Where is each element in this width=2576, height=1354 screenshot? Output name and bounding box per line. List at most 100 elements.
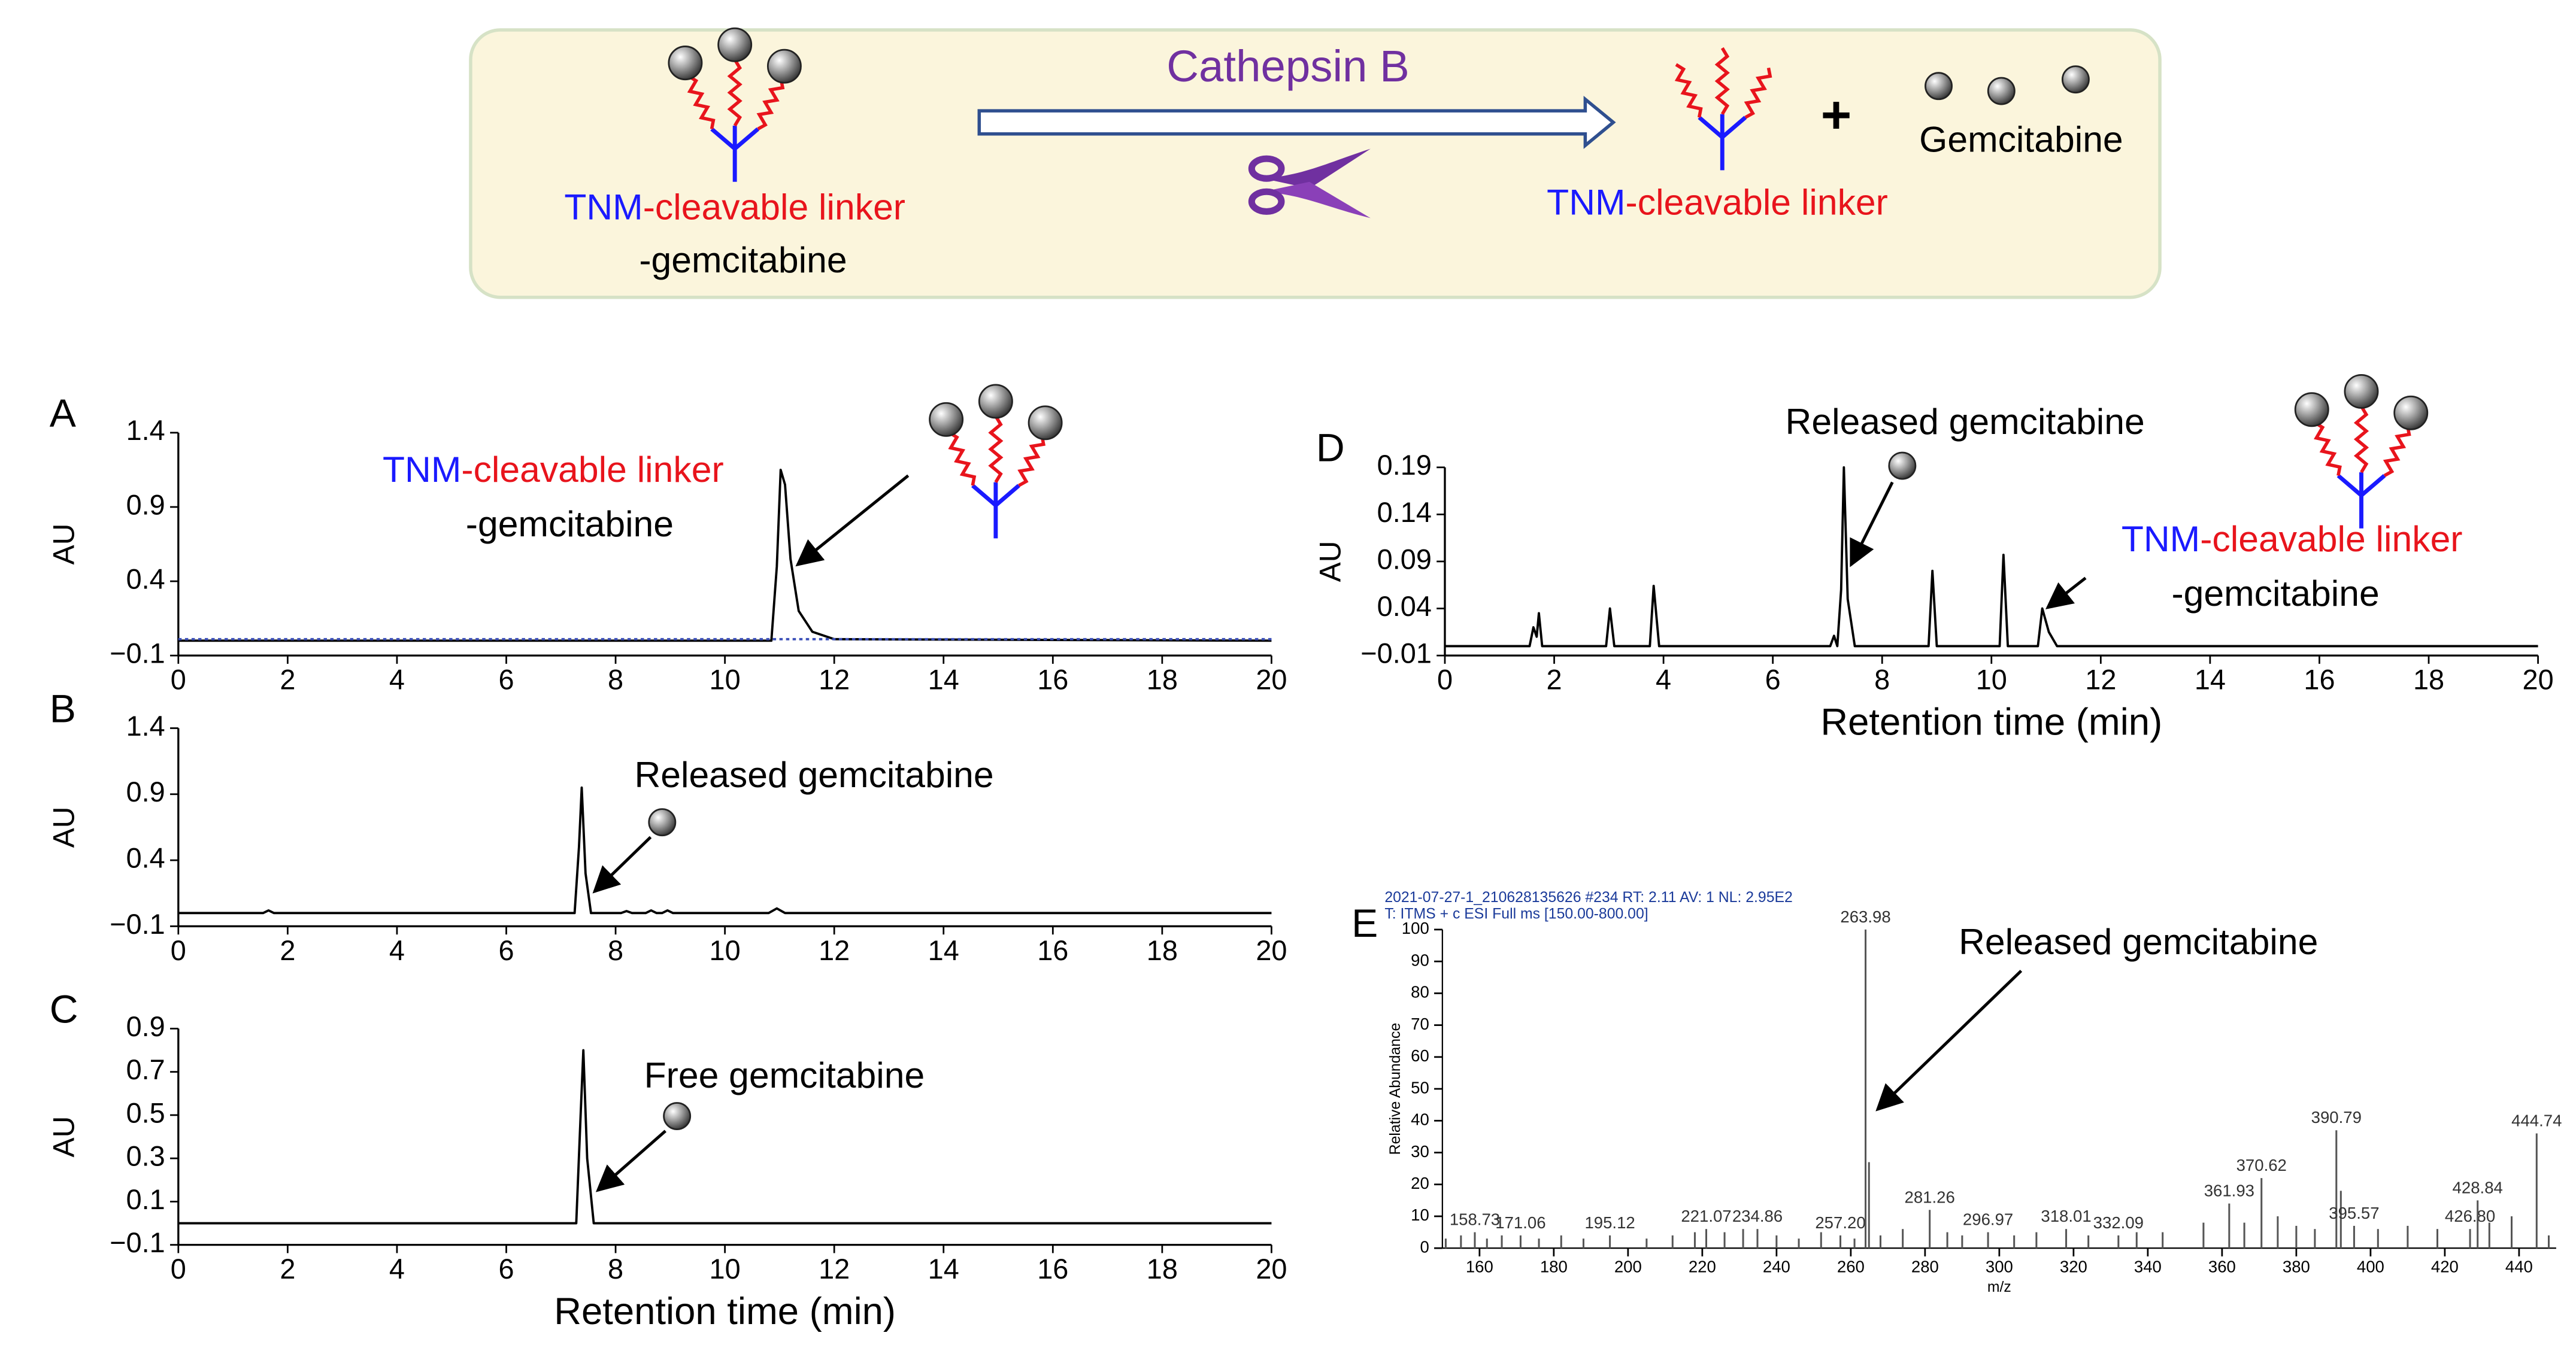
spectrum-header: T: ITMS + c ESI Full ms [150.00-800.00] <box>1384 906 1648 922</box>
x-tick-label: 14 <box>928 935 959 966</box>
x-tick-label: 20 <box>1256 935 1287 966</box>
y-tick-label: 1.4 <box>126 711 165 742</box>
label-part: - <box>461 449 473 490</box>
y-tick-label: 0.3 <box>126 1141 165 1172</box>
panel-label: D <box>1316 426 1345 470</box>
x-tick-label: 0 <box>171 1253 186 1285</box>
peak-label: 426.80 <box>2445 1207 2495 1225</box>
y-tick-label: 0.19 <box>1377 450 1432 481</box>
y-tick-label: −0.1 <box>110 909 165 940</box>
x-tick-label: 14 <box>928 664 959 696</box>
y-tick-label: 70 <box>1411 1015 1429 1033</box>
x-axis-label: Retention time (min) <box>554 1291 896 1332</box>
y-tick-label: 0.9 <box>126 776 165 807</box>
x-tick-label: 14 <box>2195 664 2226 696</box>
arrow <box>595 1130 666 1192</box>
annotation: TNM-cleavable linker <box>383 449 724 490</box>
substrate-label: -gemcitabine <box>639 239 847 280</box>
y-tick-label: 50 <box>1411 1078 1429 1097</box>
y-tick-label: 10 <box>1411 1206 1429 1224</box>
x-tick-label: 180 <box>1540 1258 1568 1276</box>
annotation: -gemcitabine <box>2171 573 2379 614</box>
x-tick-label: 10 <box>1976 664 2007 696</box>
panel: E 0 10 20 30 40 50 60 70 80 90 100 160 180 200 220 240 26… <box>1351 889 2562 1295</box>
x-tick-label: 6 <box>1765 664 1781 696</box>
x-tick-label: 0 <box>171 664 186 696</box>
x-tick-label: 280 <box>1911 1258 1939 1276</box>
label-part: - <box>643 187 655 227</box>
peak-label: 395.57 <box>2329 1204 2379 1222</box>
panel-label: E <box>1351 901 1378 946</box>
x-tick-label: 4 <box>1656 664 1671 696</box>
x-tick-label: 2 <box>280 1253 295 1285</box>
x-tick-label: 16 <box>1037 664 1068 696</box>
y-axis-label: AU <box>47 806 80 848</box>
x-tick-label: 4 <box>389 935 405 966</box>
annotations: TNM-cleavable linker -gemcitabine Releas… <box>383 375 2463 1192</box>
drug-icon <box>663 1102 692 1130</box>
x-tick-label: 220 <box>1689 1258 1716 1276</box>
trace <box>1444 466 2538 648</box>
peak-label: 281.26 <box>1905 1188 1955 1206</box>
spectrum-header: 2021-07-27-1_210628135626 #234 RT: 2.11 … <box>1384 889 1793 906</box>
x-tick-label: 200 <box>1614 1258 1642 1276</box>
label-part: TNM <box>2122 518 2200 559</box>
x-tick-label: 440 <box>2505 1258 2533 1276</box>
y-axis-label: AU <box>1314 541 1347 582</box>
peak-label: 221.07 <box>1681 1207 1731 1225</box>
x-tick-label: 4 <box>389 1253 405 1285</box>
x-tick-label: 16 <box>2304 664 2335 696</box>
x-tick-label: 18 <box>2413 664 2444 696</box>
product-label: TNM-cleavable linker <box>1547 181 1888 222</box>
peak-label: 428.84 <box>2453 1178 2503 1197</box>
y-tick-label: 0.5 <box>126 1097 165 1128</box>
peak-label: 361.93 <box>2204 1182 2254 1200</box>
y-tick-label: 40 <box>1411 1110 1429 1129</box>
x-tick-label: 360 <box>2208 1258 2236 1276</box>
x-tick-label: 12 <box>2085 664 2116 696</box>
x-tick-label: 0 <box>171 935 186 966</box>
panel-label: A <box>50 391 76 436</box>
y-tick-label: 0.9 <box>126 1011 165 1042</box>
annotation: Released gemcitabine <box>1959 921 2318 962</box>
peak-label: 390.79 <box>2311 1108 2362 1127</box>
peak-label: 195.12 <box>1584 1213 1635 1232</box>
x-tick-label: 16 <box>1037 1253 1068 1285</box>
peak-label: 332.09 <box>2093 1213 2144 1232</box>
trace <box>178 1049 1272 1225</box>
conjugate-icon <box>930 385 1062 538</box>
peak-label: 370.62 <box>2236 1156 2287 1174</box>
y-tick-label: 100 <box>1402 919 1429 937</box>
arrow <box>1850 481 1894 567</box>
y-tick-label: 1.4 <box>126 415 165 446</box>
plus-sign: + <box>1821 85 1852 144</box>
scissors-icon <box>1248 148 1371 218</box>
y-tick-label: 0.04 <box>1377 591 1432 622</box>
label-part: cleavable linker <box>2212 518 2462 559</box>
y-tick-label: 0.9 <box>126 489 165 520</box>
y-tick-label: 80 <box>1411 983 1429 1001</box>
drug-icon <box>648 808 677 837</box>
label-part: TNM <box>1547 181 1625 222</box>
panel-label: C <box>50 987 78 1031</box>
x-tick-label: 14 <box>928 1253 959 1285</box>
y-axis-label: AU <box>47 524 80 565</box>
y-tick-label: 0.1 <box>126 1184 165 1215</box>
peak-label: 234.86 <box>1732 1207 1783 1225</box>
x-tick-label: 8 <box>608 935 623 966</box>
panel: A −0.1 0.4 0.9 1.4 0 2 4 6 8 10 12 14 16 18 20 AU <box>47 391 1287 696</box>
y-tick-label: −0.1 <box>110 1227 165 1258</box>
x-tick-label: 340 <box>2134 1258 2162 1276</box>
label-part: TNM <box>564 187 643 227</box>
trace <box>178 468 1272 642</box>
drug-icon <box>1987 77 2016 105</box>
x-tick-label: 16 <box>1037 935 1068 966</box>
panel: D −0.01 0.04 0.09 0.14 0.19 0 2 4 6 8 10 12 14 16 18 20 A… <box>1314 426 2554 743</box>
arrow <box>1875 970 2023 1112</box>
peak-label: 257.20 <box>1815 1213 1865 1232</box>
annotation: TNM-cleavable linker <box>2122 518 2463 559</box>
x-tick-label: 6 <box>498 935 514 966</box>
y-tick-label: 0.14 <box>1377 497 1432 528</box>
x-axis-label: Retention time (min) <box>1820 702 2162 743</box>
label-part: - <box>1626 181 1638 222</box>
